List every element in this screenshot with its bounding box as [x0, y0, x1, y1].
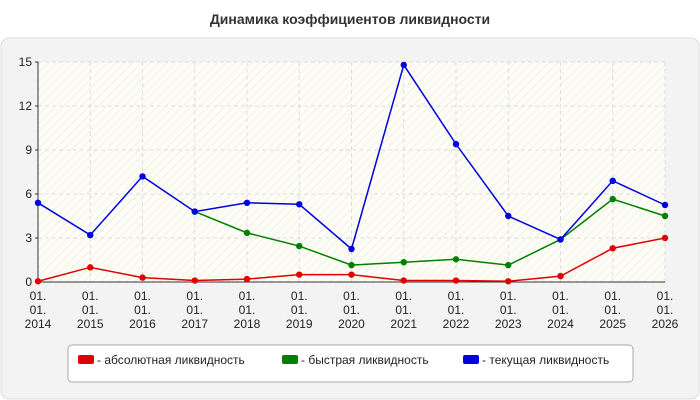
x-tick-label: 01. 01. 2017	[181, 289, 208, 331]
point	[505, 261, 512, 269]
y-tick-label: 12	[19, 99, 33, 113]
point	[557, 236, 564, 243]
point	[348, 271, 355, 278]
point	[609, 177, 616, 184]
point	[243, 199, 251, 206]
point	[661, 212, 669, 220]
x-tick-label: 01. 01. 2021	[390, 289, 417, 331]
point	[296, 201, 303, 208]
x-tick-label: 01. 01. 2019	[286, 289, 313, 331]
point	[505, 278, 512, 285]
point	[557, 272, 564, 280]
point	[296, 242, 303, 250]
x-tick-label: 01. 01. 2018	[234, 289, 261, 331]
point	[609, 195, 616, 203]
point	[348, 261, 355, 269]
point	[191, 208, 198, 215]
legend-label: - абсолютная ликвидность	[97, 353, 245, 367]
x-tick-label: 01. 01. 2014	[25, 289, 52, 331]
legend-swatch	[282, 355, 298, 364]
point	[87, 264, 94, 271]
series-line	[194, 198, 666, 266]
y-tick-label: 0	[25, 275, 32, 289]
y-tick-label: 9	[25, 143, 32, 157]
point	[609, 245, 616, 252]
y-tick-label: 15	[19, 55, 33, 69]
legend-label: - быстрая ликвидность	[301, 353, 429, 367]
legend	[67, 344, 634, 383]
point	[452, 256, 460, 263]
x-tick-label: 01. 01. 2015	[77, 289, 104, 331]
x-tick-label: 01. 01. 2020	[338, 289, 365, 331]
point	[452, 140, 460, 148]
x-tick-label: 01. 01. 2022	[443, 289, 470, 331]
point	[139, 274, 146, 281]
point	[191, 277, 198, 284]
legend-swatch	[463, 355, 479, 364]
point	[661, 234, 669, 242]
x-tick-label: 01. 01. 2026	[652, 289, 679, 331]
x-tick-label: 01. 01. 2023	[495, 289, 522, 331]
point	[139, 173, 146, 180]
point	[87, 231, 94, 239]
legend-label: - текущая ликвидность	[482, 353, 609, 367]
point	[661, 201, 669, 209]
point	[452, 277, 460, 284]
legend-swatch	[78, 355, 94, 364]
point	[243, 275, 251, 283]
point	[348, 245, 355, 253]
point	[400, 277, 407, 284]
point	[34, 278, 42, 285]
point	[400, 259, 407, 266]
point	[34, 199, 42, 206]
x-tick-label: 01. 01. 2025	[599, 289, 626, 331]
point	[400, 61, 407, 69]
point	[505, 212, 512, 220]
x-tick-label: 01. 01. 2016	[129, 289, 156, 331]
point	[296, 271, 303, 278]
x-tick-label: 01. 01. 2024	[547, 289, 574, 331]
y-tick-label: 6	[25, 187, 32, 201]
point	[243, 229, 251, 237]
chart-title: Динамика коэффициентов ликвидности	[210, 11, 490, 27]
y-tick-label: 3	[25, 231, 32, 245]
